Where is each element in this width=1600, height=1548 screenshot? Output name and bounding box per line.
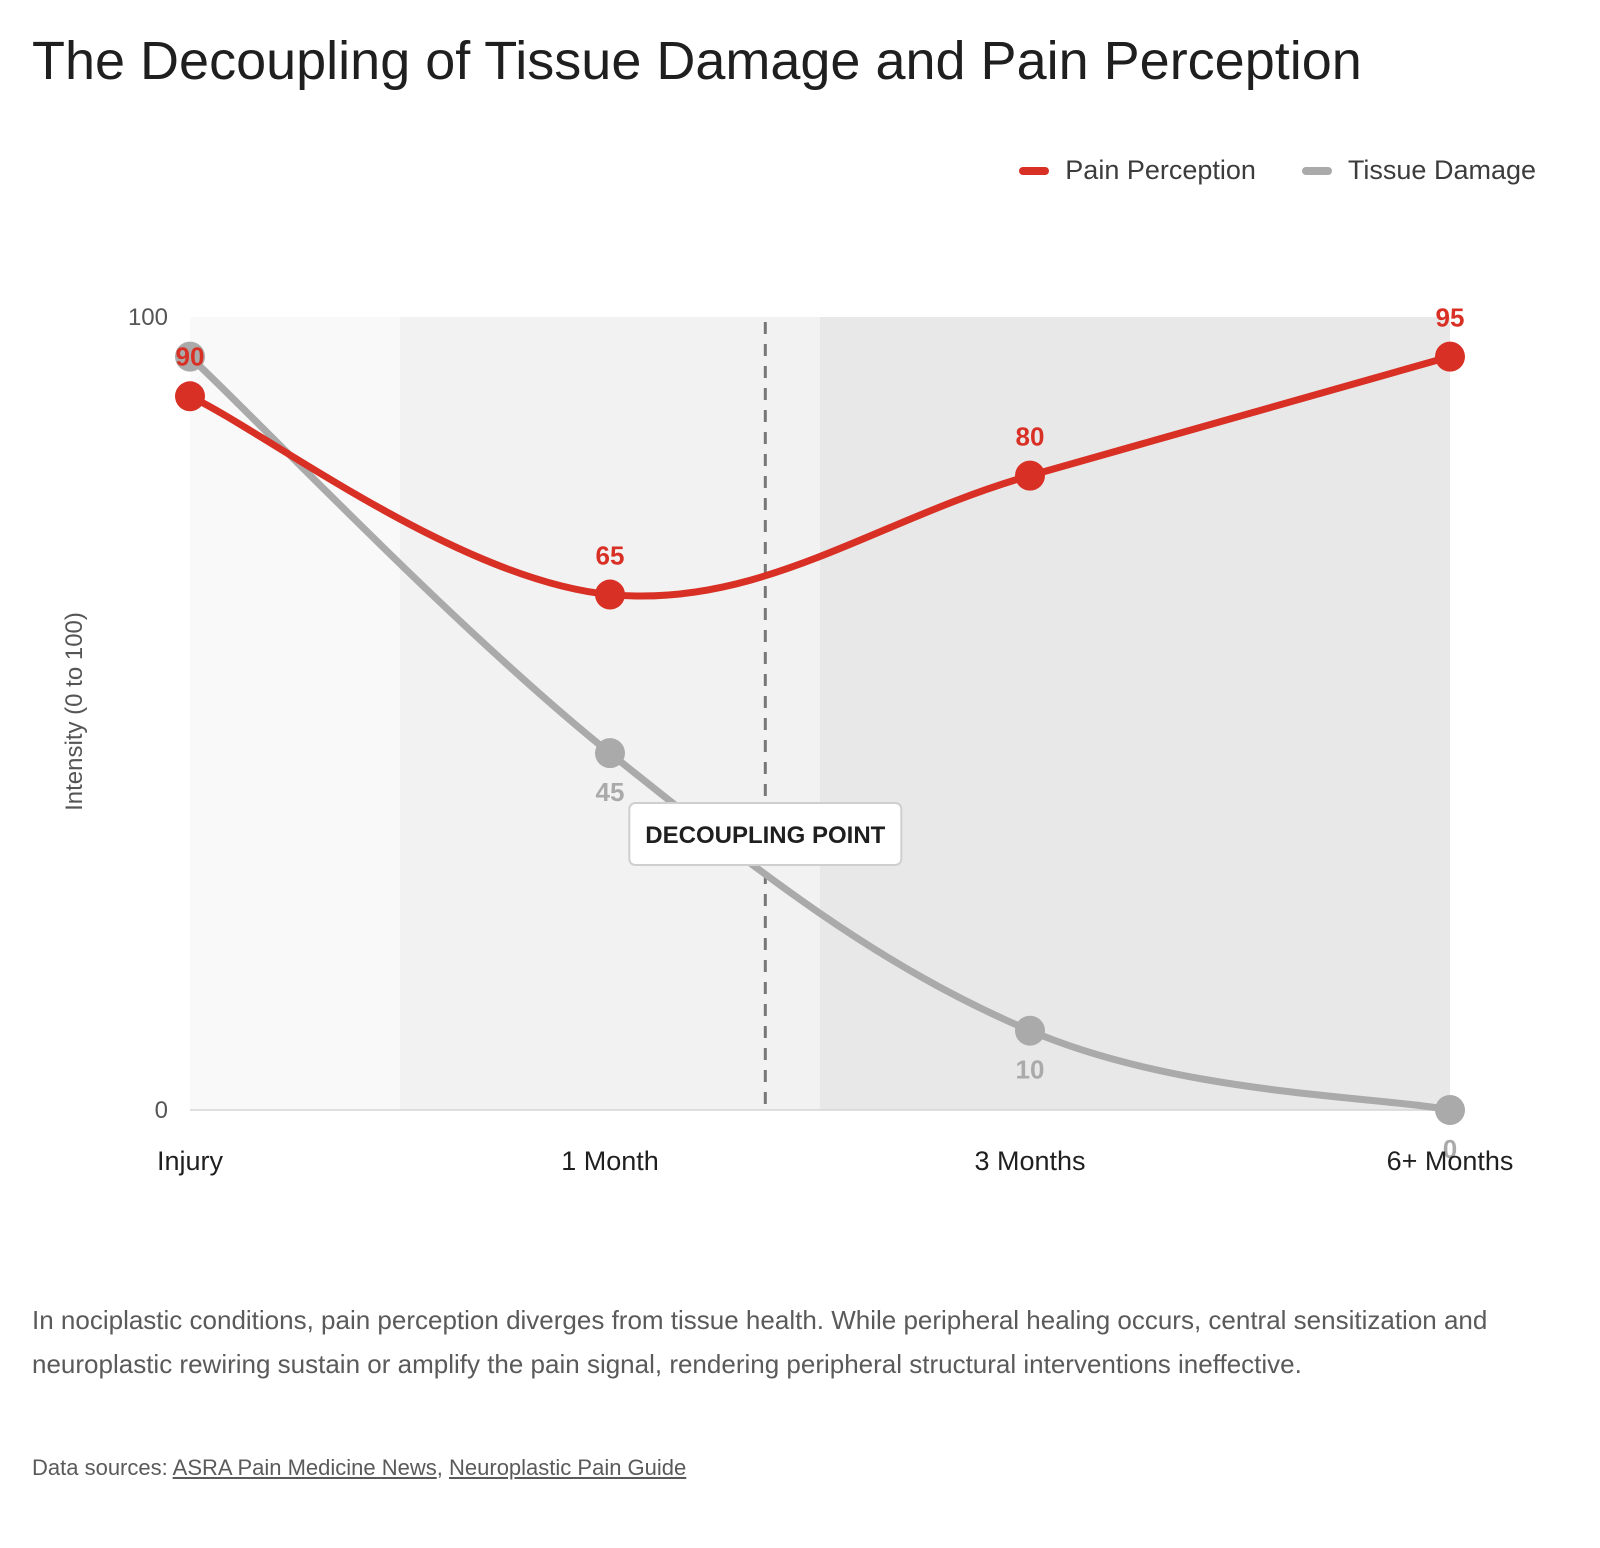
point-pain-1[interactable] [595, 579, 625, 610]
legend-swatch-tissue [1301, 166, 1332, 175]
band-3 [820, 317, 1450, 1110]
chart-bands [190, 317, 1450, 1110]
x-tick-label-2: 3 Months [974, 1146, 1085, 1176]
x-tick-label-3: 6+ Months [1387, 1146, 1514, 1176]
legend-label-pain: Pain Perception [1065, 155, 1256, 185]
line-pain [186, 353, 1454, 600]
source-link-neuroplastic[interactable]: Neuroplastic Pain Guide [449, 1455, 687, 1480]
series-layer: 95 45 10 0 90 65 80 95 [175, 303, 1465, 1164]
y-axis-label: Intensity (0 to 100) [61, 612, 88, 811]
x-tick-label-0: Injury [157, 1146, 224, 1176]
x-tick-label-1: 1 Month [561, 1146, 659, 1176]
sources-prefix: Data sources: [32, 1455, 168, 1480]
band-1 [190, 317, 400, 1110]
data-label-tissue-2: 10 [1016, 1055, 1045, 1085]
point-tissue-3[interactable] [1435, 1095, 1465, 1125]
chart-description: In nociplastic conditions, pain percepti… [32, 1305, 1488, 1379]
chart-title: The Decoupling of Tissue Damage and Pain… [32, 31, 1362, 91]
y-tick-label-0: 0 [155, 1097, 168, 1124]
line-tissue [186, 353, 1454, 1114]
point-pain-3[interactable] [1435, 341, 1465, 372]
data-label-pain-0: 90 [176, 342, 205, 372]
data-label-tissue-1: 45 [596, 777, 625, 807]
decoupling-annotation: DECOUPLING POINT [628, 802, 903, 866]
decoupling-label-box [628, 802, 903, 866]
sources-separator: , [436, 1455, 443, 1480]
band-2 [400, 317, 820, 1110]
y-tick-label-1: 100 [128, 304, 168, 331]
data-sources: Data sources: ASRA Pain Medicine News, N… [32, 1455, 686, 1481]
legend: Pain Perception Tissue Damage [1019, 155, 1536, 186]
decoupling-label: DECOUPLING POINT [645, 822, 885, 849]
point-tissue-1[interactable] [595, 738, 625, 769]
data-label-pain-2: 80 [1016, 422, 1045, 452]
data-label-pain-3: 95 [1436, 303, 1465, 333]
legend-swatch-pain [1019, 166, 1050, 175]
legend-item-tissue[interactable]: Tissue Damage [1301, 155, 1536, 186]
legend-label-tissue: Tissue Damage [1347, 155, 1536, 185]
point-pain-2[interactable] [1015, 460, 1045, 491]
point-tissue-2[interactable] [1015, 1015, 1045, 1046]
data-label-pain-1: 65 [596, 541, 625, 571]
source-link-asra[interactable]: ASRA Pain Medicine News [172, 1455, 437, 1480]
data-label-tissue-3: 0 [1443, 1134, 1457, 1164]
legend-item-pain[interactable]: Pain Perception [1019, 155, 1256, 186]
point-pain-0[interactable] [175, 381, 205, 412]
point-tissue-0[interactable] [175, 341, 205, 372]
series-pain: 90 65 80 95 [175, 303, 1465, 610]
